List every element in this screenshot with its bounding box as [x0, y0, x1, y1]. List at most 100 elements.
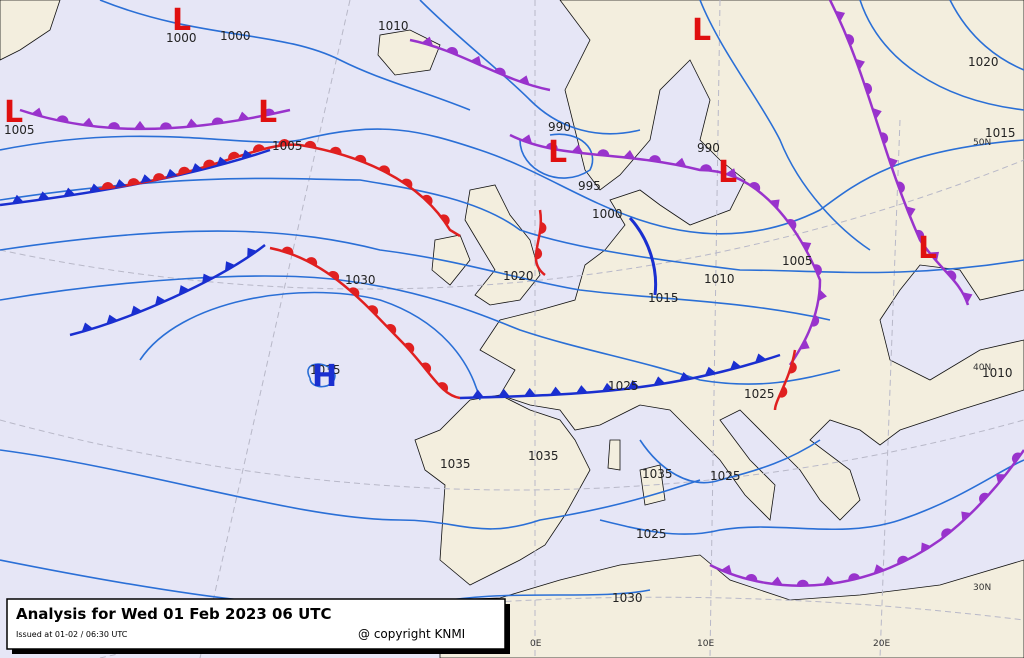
front-symbol [89, 183, 101, 193]
isobar-label: 1020 [503, 269, 534, 283]
front-symbol [962, 292, 973, 304]
front-symbol [101, 182, 114, 189]
front-symbol [818, 289, 827, 302]
front-symbol [153, 173, 165, 181]
front [69, 244, 266, 337]
front-symbol [813, 264, 822, 276]
front-symbol [788, 361, 797, 374]
front-symbol [575, 385, 588, 394]
front-symbol [367, 305, 379, 316]
front-symbol [154, 295, 166, 306]
front-symbol [127, 178, 140, 186]
front-symbol [864, 82, 873, 95]
longitude-label: 20E [873, 639, 890, 649]
front-symbol [571, 144, 584, 154]
isobar-label: 990 [548, 120, 571, 134]
front-symbol [700, 164, 713, 171]
isobar-label: 1030 [345, 273, 376, 287]
front-symbol [178, 285, 190, 295]
front-symbol [178, 166, 191, 175]
front-symbol [822, 575, 835, 585]
latitude-label: 40N [973, 363, 991, 373]
isobars [0, 0, 1024, 609]
front-symbol [328, 270, 340, 281]
front-symbol [623, 149, 636, 159]
front-symbol [140, 174, 153, 184]
isobar-label: 1005 [782, 254, 813, 268]
low-center: L [718, 155, 737, 190]
front-symbol [421, 36, 434, 47]
front-symbol [401, 178, 413, 189]
title-box: Analysis for Wed 01 Feb 2023 06 UTC Issu… [6, 598, 510, 654]
isobar-label: 1025 [744, 387, 775, 401]
front [828, 0, 970, 306]
front-symbol [786, 219, 797, 230]
front-symbol [725, 168, 737, 178]
front-symbol [82, 117, 95, 127]
front-symbol [497, 388, 510, 397]
front-symbol [386, 324, 397, 335]
isobar-label: 1010 [982, 366, 1013, 380]
front-symbol [185, 118, 198, 128]
front-symbol [437, 382, 449, 393]
isobar-label: 1030 [612, 591, 643, 605]
front-symbol [801, 241, 812, 253]
front-symbol [929, 251, 940, 262]
front-symbol [653, 376, 666, 386]
front-symbol [888, 157, 898, 169]
front-symbol [106, 314, 118, 325]
front-symbol [880, 132, 889, 145]
front-symbol [262, 108, 275, 116]
front-symbol [545, 142, 558, 150]
front-symbol [56, 115, 69, 123]
low-center: L [258, 95, 277, 130]
fronts [0, 0, 1024, 587]
front-symbol [778, 386, 788, 398]
front-symbol [539, 221, 547, 234]
front-symbol [796, 579, 809, 586]
front-symbol [278, 139, 291, 146]
isobar-label: 1010 [704, 272, 735, 286]
front-symbol [11, 194, 24, 204]
front-symbol [627, 380, 640, 389]
isobar-label: 1015 [985, 126, 1016, 140]
front-symbol [348, 287, 360, 298]
front-symbol [995, 474, 1006, 484]
front-symbol [130, 305, 143, 316]
front-symbol [241, 149, 253, 159]
front-symbol [720, 564, 733, 575]
front-symbol [979, 492, 990, 504]
low-center: L [692, 13, 711, 48]
front-symbol [897, 555, 909, 565]
labels: 1000 1000 1010 1005 1005 990 995 990 100… [4, 3, 1016, 649]
front-symbol [523, 387, 536, 397]
front-symbol [37, 191, 50, 201]
front-symbol [253, 144, 265, 152]
front-symbol [920, 542, 932, 553]
isobar-label: 1000 [166, 31, 197, 45]
isobar-label: 1000 [220, 29, 251, 43]
isobar-label: 1025 [710, 469, 741, 483]
front-symbol [422, 194, 433, 206]
front-symbol [745, 574, 758, 582]
front-symbol [941, 528, 952, 539]
front-symbol [329, 146, 342, 155]
front-symbol [247, 247, 258, 258]
front [773, 349, 797, 411]
front-symbol [471, 389, 484, 398]
front-symbol [305, 257, 318, 266]
front-symbol [133, 120, 146, 129]
latitude-label: 50N [973, 138, 991, 148]
title: Analysis for Wed 01 Feb 2023 06 UTC [16, 605, 332, 623]
front-symbol [224, 261, 236, 272]
longitude-label: 0E [530, 639, 542, 649]
isobar-label: 1035 [528, 449, 559, 463]
front-symbol [848, 573, 861, 581]
front [628, 216, 658, 296]
isobar-label: 1025 [608, 379, 639, 393]
low-center: L [172, 3, 191, 38]
front-symbol [648, 155, 661, 163]
front-symbol [896, 181, 905, 194]
isobar-label: 1035 [310, 363, 341, 377]
